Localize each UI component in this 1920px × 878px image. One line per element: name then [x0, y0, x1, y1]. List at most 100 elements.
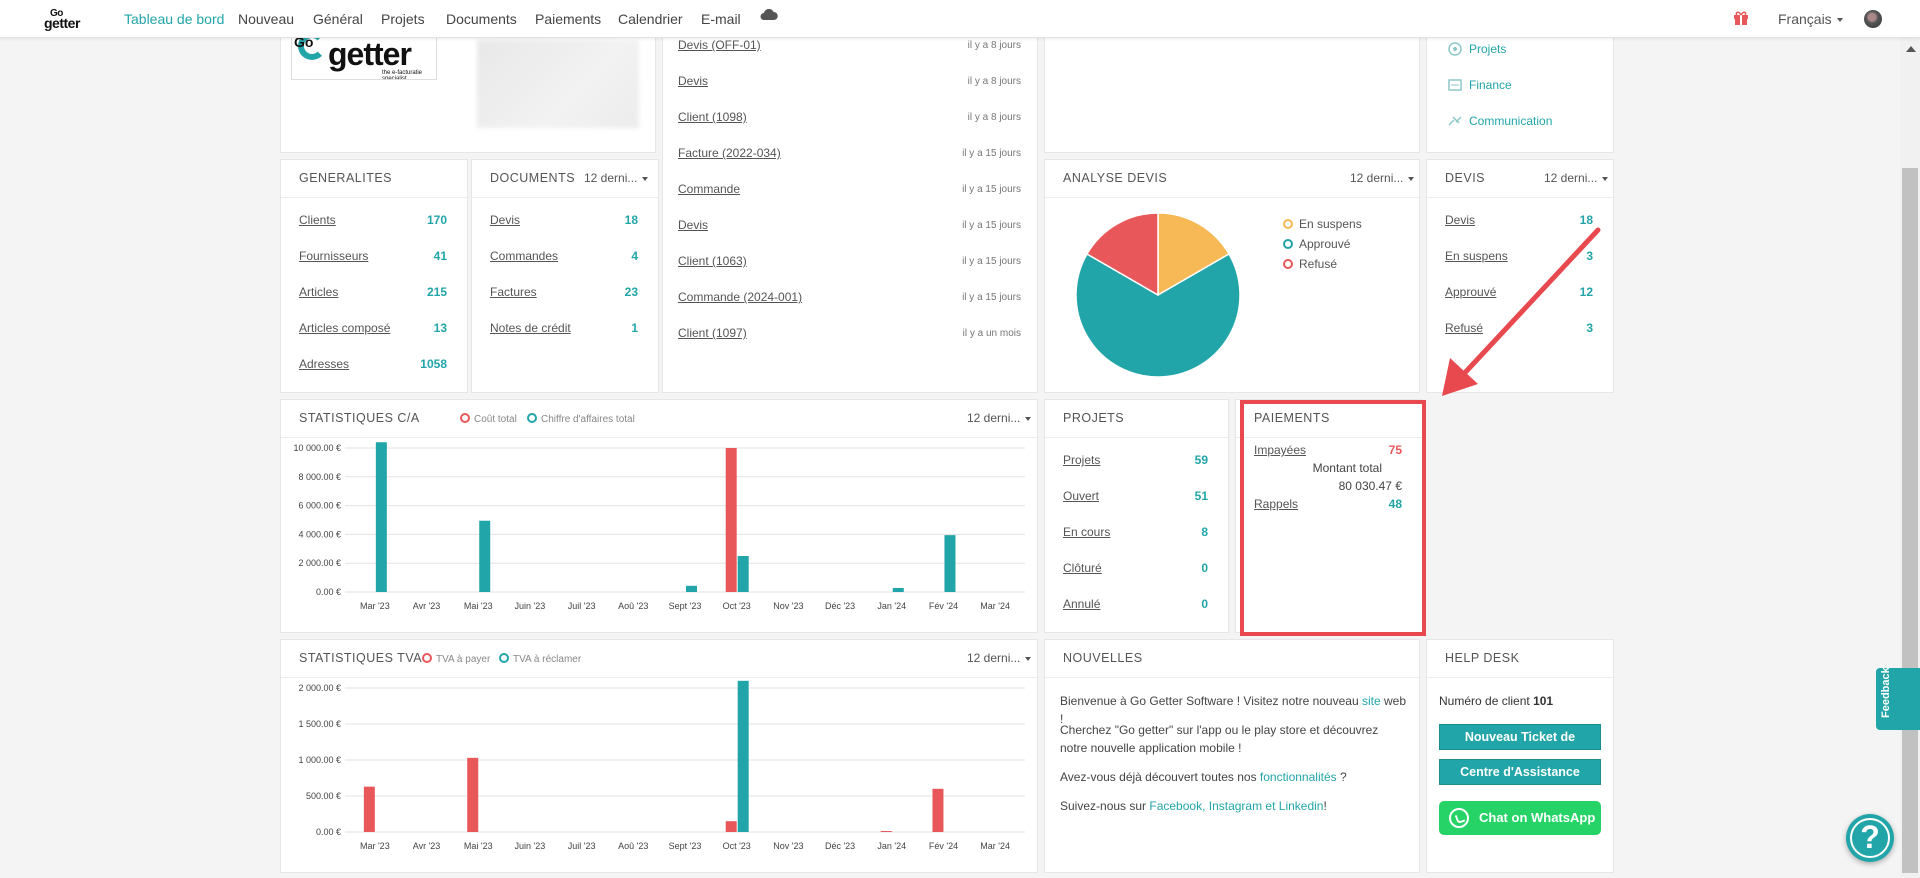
nav-paiements[interactable]: Paiements	[535, 11, 602, 27]
activity-item[interactable]: Devis (OFF-01) il y a 8 jours	[678, 38, 1021, 52]
nav-calendrier[interactable]: Calendrier	[618, 11, 683, 27]
company-card: Go getter the e-facturatie specialist	[280, 38, 656, 153]
devis-row[interactable]: En suspens 3	[1445, 249, 1593, 263]
stats-tva-period-dropdown[interactable]: 12 derni...	[967, 651, 1031, 665]
projets-row[interactable]: Projets 59	[1063, 453, 1208, 467]
bar[interactable]	[375, 442, 387, 592]
legend-item[interactable]: Approuvé	[1283, 237, 1350, 251]
devis-row[interactable]: Devis 18	[1445, 213, 1593, 227]
projets-row[interactable]: Clôturé 0	[1063, 561, 1208, 575]
paiements-rappels-row[interactable]: Rappels 48	[1254, 497, 1402, 511]
link-finance[interactable]: Finance	[1469, 78, 1512, 92]
activity-item[interactable]: Client (1098) il y a 8 jours	[678, 110, 1021, 124]
legend-item[interactable]: Chiffre d'affaires total	[527, 413, 635, 425]
documents-row[interactable]: Devis 18	[490, 213, 638, 227]
panel-title: DEVIS	[1445, 171, 1486, 185]
help-bubble-button[interactable]: ?	[1846, 814, 1894, 862]
generalites-row[interactable]: Articles 215	[299, 285, 447, 299]
devis-row[interactable]: Approuvé 12	[1445, 285, 1593, 299]
bar[interactable]	[363, 786, 375, 832]
bar[interactable]	[725, 448, 737, 592]
bar[interactable]	[932, 788, 944, 832]
activity-item[interactable]: Facture (2022-034) il y a 15 jours	[678, 146, 1021, 160]
nav-general[interactable]: Général	[313, 11, 363, 27]
nav-tableau-de-bord[interactable]: Tableau de bord	[124, 11, 225, 27]
link-projets[interactable]: Projets	[1469, 42, 1507, 56]
pie-slice[interactable]	[1085, 212, 1159, 297]
generalites-row[interactable]: Fournisseurs 41	[299, 249, 447, 263]
activity-item[interactable]: Devis il y a 15 jours	[678, 218, 1021, 232]
legend-item[interactable]: En suspens	[1283, 217, 1362, 231]
language-selector[interactable]: Français	[1778, 11, 1843, 27]
features-link[interactable]: fonctionnalités	[1259, 770, 1337, 784]
generalites-row[interactable]: Clients 170	[299, 213, 447, 227]
whatsapp-chat-button[interactable]: Chat on WhatsApp	[1439, 801, 1601, 835]
paiements-impayees-row[interactable]: Impayées 75	[1254, 443, 1402, 457]
activity-item[interactable]: Commande il y a 15 jours	[678, 182, 1021, 196]
y-tick-label: 2 000.00 €	[298, 558, 341, 568]
link-communication[interactable]: Communication	[1469, 114, 1553, 128]
documents-row[interactable]: Notes de crédit 1	[490, 321, 638, 335]
bar[interactable]	[944, 535, 956, 592]
pie-slice[interactable]	[1157, 212, 1231, 297]
bar[interactable]	[725, 821, 737, 832]
montant-total-value: 80 030.47 €	[1338, 479, 1402, 493]
generalites-row[interactable]: Adresses 1058	[299, 357, 447, 371]
social-links[interactable]: Facebook, Instagram et Linkedin	[1149, 799, 1324, 813]
bar[interactable]	[467, 757, 479, 832]
generalites-row[interactable]: Articles composé 13	[299, 321, 447, 335]
bar[interactable]	[737, 556, 749, 592]
activity-item[interactable]: Client (1097) il y a un mois	[678, 326, 1021, 340]
panel-title: PAIEMENTS	[1254, 411, 1330, 425]
new-support-ticket-button[interactable]: Nouveau Ticket de Support	[1439, 724, 1601, 769]
divider	[281, 437, 1037, 438]
user-avatar[interactable]	[1864, 10, 1882, 28]
site-link[interactable]: site	[1361, 694, 1381, 708]
nav-projets[interactable]: Projets	[381, 11, 425, 27]
stats-ca-period-dropdown[interactable]: 12 derni...	[967, 411, 1031, 425]
cloud-icon[interactable]	[760, 9, 778, 21]
nav-nouveau[interactable]: Nouveau	[238, 11, 295, 27]
logo-getter: getter	[44, 15, 80, 31]
bar[interactable]	[479, 520, 491, 592]
legend-item[interactable]: Refusé	[1283, 257, 1337, 271]
analyse-devis-period-dropdown[interactable]: 12 derni...	[1350, 171, 1414, 185]
devis-row[interactable]: Refusé 3	[1445, 321, 1593, 335]
projets-row[interactable]: Ouvert 51	[1063, 489, 1208, 503]
company-logo-tagline: the e-facturatie specialist	[382, 70, 423, 80]
help-center-button[interactable]: Centre d'Assistance	[1439, 759, 1601, 785]
pie-slice[interactable]	[1075, 252, 1241, 378]
y-tick-label: 0.00 €	[316, 587, 341, 597]
legend-item[interactable]: TVA à payer	[422, 653, 490, 665]
activity-item[interactable]: Client (1063) il y a 15 jours	[678, 254, 1021, 268]
documents-period-dropdown[interactable]: 12 derni...	[584, 171, 648, 185]
activity-item[interactable]: Devis il y a 8 jours	[678, 74, 1021, 88]
y-tick-label: 500.00 €	[306, 791, 341, 801]
legend-item[interactable]: Coût total	[460, 413, 517, 425]
panel-title: HELP DESK	[1445, 651, 1520, 665]
legend-dot	[1283, 219, 1293, 229]
nav-email[interactable]: E-mail	[701, 11, 741, 27]
feedback-tab[interactable]: Feedback	[1876, 667, 1920, 730]
devis-period-dropdown[interactable]: 12 derni...	[1544, 171, 1608, 185]
bar[interactable]	[892, 587, 904, 592]
nav-documents[interactable]: Documents	[446, 11, 517, 27]
activity-item[interactable]: Commande (2024-001) il y a 15 jours	[678, 290, 1021, 304]
projets-row[interactable]: Annulé 0	[1063, 597, 1208, 611]
page-scrollbar[interactable]	[1900, 38, 1920, 878]
scroll-up-arrow-icon[interactable]	[1906, 46, 1916, 52]
legend-dot	[1283, 239, 1293, 249]
documents-row[interactable]: Factures 23	[490, 285, 638, 299]
bar[interactable]	[686, 585, 697, 592]
documents-row[interactable]: Commandes 4	[490, 249, 638, 263]
gift-icon[interactable]	[1733, 10, 1749, 26]
legend-item[interactable]: TVA à réclamer	[499, 653, 581, 665]
client-number: Numéro de client 101	[1439, 694, 1554, 708]
bar[interactable]	[880, 831, 892, 832]
bar[interactable]	[737, 680, 749, 832]
scroll-thumb[interactable]	[1902, 168, 1918, 873]
projets-row[interactable]: En cours 8	[1063, 525, 1208, 539]
app-logo[interactable]: Go getter	[42, 8, 102, 32]
divider	[281, 197, 467, 198]
x-tick-label: Mai '23	[464, 601, 493, 611]
